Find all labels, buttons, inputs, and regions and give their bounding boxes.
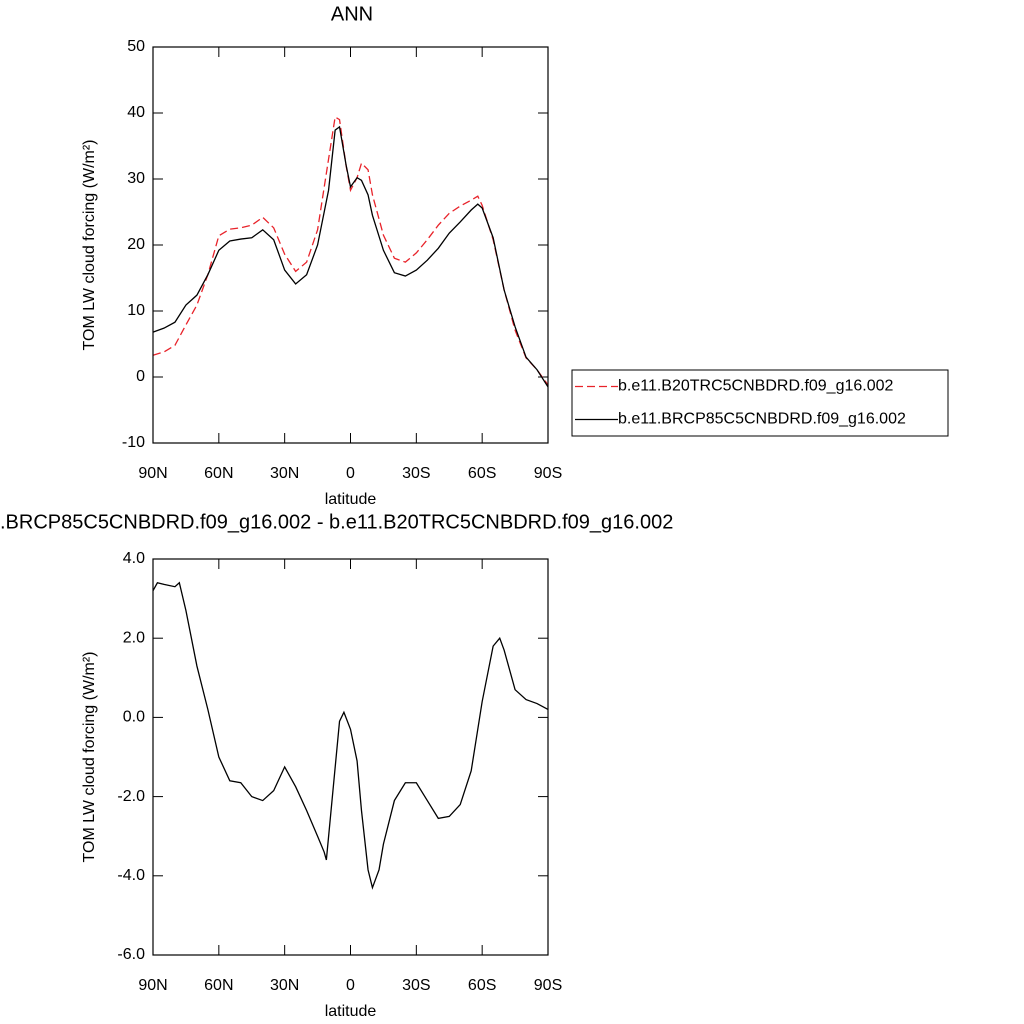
y-tick-label: 0.0 bbox=[123, 709, 145, 726]
x-tick-label: 30S bbox=[402, 977, 430, 994]
x-tick-label: 90N bbox=[138, 977, 167, 994]
y-tick-label: 50 bbox=[127, 38, 145, 55]
legend-label: b.e11.B20TRC5CNBDRD.f09_g16.002 bbox=[618, 378, 894, 395]
x-tick-label: 30N bbox=[270, 977, 299, 994]
x-tick-label: 30S bbox=[402, 465, 430, 482]
y-tick-label: -6.0 bbox=[117, 946, 145, 963]
x-tick-label: 90S bbox=[534, 465, 562, 482]
y-tick-label: 30 bbox=[127, 170, 145, 187]
data-line bbox=[152, 115, 549, 386]
y-tick-label: 0 bbox=[136, 368, 145, 385]
legend-box bbox=[571, 369, 949, 437]
legend-label: b.e11.BRCP85C5CNBDRD.f09_g16.002 bbox=[618, 411, 906, 428]
plot-frame bbox=[152, 46, 549, 444]
chart-title: .BRCP85C5CNBDRD.f09_g16.002 - b.e11.B20T… bbox=[0, 511, 673, 533]
x-axis-label: latitude bbox=[325, 491, 377, 508]
data-line bbox=[152, 581, 549, 890]
x-tick-label: 0 bbox=[346, 977, 355, 994]
y-axis-label: TOM LW cloud forcing (W/m²) bbox=[81, 140, 98, 351]
y-tick-label: 2.0 bbox=[123, 629, 145, 646]
x-tick-label: 60N bbox=[204, 465, 233, 482]
plot-frame bbox=[152, 558, 549, 956]
y-tick-label: 40 bbox=[127, 104, 145, 121]
x-tick-label: 90N bbox=[138, 465, 167, 482]
x-tick-label: 60S bbox=[468, 977, 496, 994]
y-tick-label: 4.0 bbox=[123, 550, 145, 567]
y-tick-label: -10 bbox=[122, 434, 145, 451]
y-axis-label: TOM LW cloud forcing (W/m²) bbox=[81, 652, 98, 863]
x-tick-label: 30N bbox=[270, 465, 299, 482]
y-tick-label: 20 bbox=[127, 236, 145, 253]
x-axis-label: latitude bbox=[325, 1003, 377, 1020]
chart-title: ANN bbox=[331, 3, 373, 25]
y-tick-label: -4.0 bbox=[117, 867, 145, 884]
x-tick-label: 60N bbox=[204, 977, 233, 994]
x-tick-label: 60S bbox=[468, 465, 496, 482]
y-tick-label: 10 bbox=[127, 302, 145, 319]
y-tick-label: -2.0 bbox=[117, 788, 145, 805]
x-tick-label: 0 bbox=[346, 465, 355, 482]
x-tick-label: 90S bbox=[534, 977, 562, 994]
data-line bbox=[152, 125, 549, 388]
